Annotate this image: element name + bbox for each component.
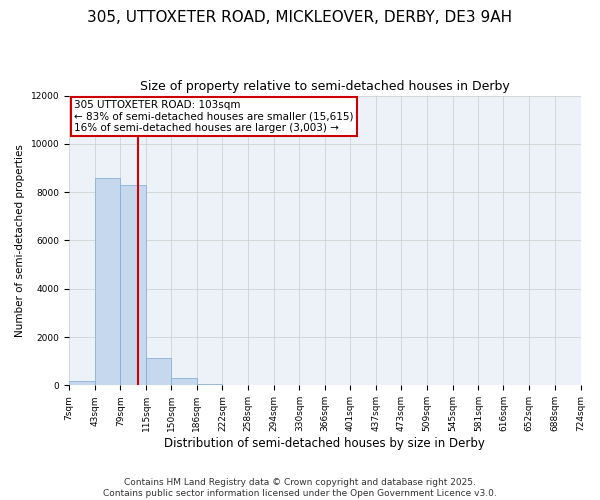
Title: Size of property relative to semi-detached houses in Derby: Size of property relative to semi-detach…	[140, 80, 509, 93]
Bar	[95, 178, 121, 386]
Text: 305, UTTOXETER ROAD, MICKLEOVER, DERBY, DE3 9AH: 305, UTTOXETER ROAD, MICKLEOVER, DERBY, …	[88, 10, 512, 25]
Y-axis label: Number of semi-detached properties: Number of semi-detached properties	[15, 144, 25, 337]
Bar	[121, 185, 146, 386]
Bar	[69, 380, 95, 386]
X-axis label: Distribution of semi-detached houses by size in Derby: Distribution of semi-detached houses by …	[164, 437, 485, 450]
Text: 305 UTTOXETER ROAD: 103sqm
← 83% of semi-detached houses are smaller (15,615)
16: 305 UTTOXETER ROAD: 103sqm ← 83% of semi…	[74, 100, 353, 133]
Text: Contains HM Land Registry data © Crown copyright and database right 2025.
Contai: Contains HM Land Registry data © Crown c…	[103, 478, 497, 498]
Bar	[146, 358, 171, 386]
Bar	[197, 384, 223, 386]
Bar	[171, 378, 197, 386]
